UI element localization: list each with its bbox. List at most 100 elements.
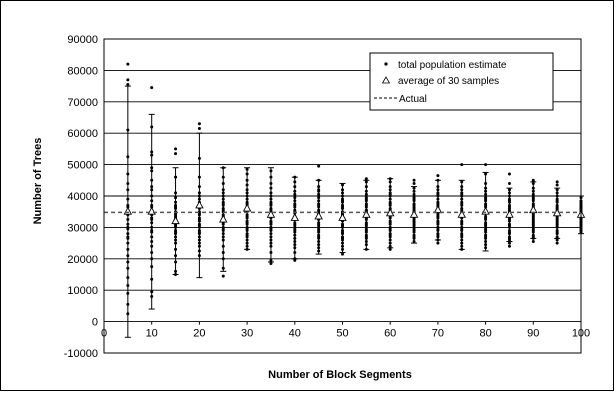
- estimate-point: [221, 244, 225, 248]
- estimate-point: [341, 205, 344, 209]
- estimate-point: [507, 230, 511, 234]
- average-marker: [266, 209, 276, 218]
- estimate-point: [555, 188, 559, 192]
- estimate-point: [221, 238, 225, 242]
- estimate-point: [269, 186, 273, 190]
- plot-area-border: [103, 38, 582, 354]
- estimate-point: [460, 180, 464, 184]
- estimate-point: [364, 243, 368, 247]
- estimate-point: [245, 221, 249, 225]
- average-marker: [242, 203, 252, 212]
- average-marker: [362, 209, 371, 218]
- legend-estimate-marker: [384, 62, 388, 66]
- estimate-point: [507, 205, 511, 209]
- estimate-point: [197, 185, 201, 189]
- estimate-point: [126, 188, 130, 192]
- estimate-point: [388, 177, 392, 181]
- estimate-point: [412, 181, 416, 185]
- estimate-point: [126, 62, 130, 66]
- estimate-point: [317, 192, 321, 196]
- estimate-point: [412, 240, 416, 244]
- estimate-point: [436, 188, 440, 192]
- estimate-point: [245, 241, 249, 245]
- estimate-point: [150, 294, 154, 298]
- estimate-point: [436, 214, 440, 218]
- estimate-point: [317, 199, 321, 203]
- estimate-point: [436, 174, 440, 178]
- estimate-point: [221, 257, 225, 261]
- estimate-point: [150, 218, 154, 222]
- estimate-point: [245, 191, 249, 195]
- estimate-point: [412, 207, 416, 211]
- y-tick-label: 20000: [67, 254, 98, 266]
- estimate-point: [126, 181, 130, 185]
- estimate-point: [341, 247, 344, 251]
- estimate-point: [126, 266, 130, 270]
- estimate-point: [388, 233, 392, 237]
- estimate-point: [341, 230, 344, 234]
- estimate-point: [269, 238, 273, 242]
- estimate-point: [197, 235, 201, 239]
- estimate-point: [269, 191, 273, 195]
- average-marker: [290, 213, 300, 221]
- estimate-point: [245, 172, 249, 176]
- estimate-point: [269, 221, 273, 225]
- estimate-point: [197, 238, 201, 242]
- estimate-point: [269, 235, 273, 239]
- estimate-point: [293, 246, 297, 250]
- y-tick-label: 60000: [67, 128, 98, 140]
- estimate-point: [150, 166, 154, 170]
- estimate-point: [126, 302, 130, 306]
- estimate-point: [221, 191, 225, 195]
- estimate-point: [150, 244, 154, 248]
- estimate-point: [484, 222, 488, 226]
- estimate-point: [341, 252, 344, 256]
- estimate-point: [126, 155, 130, 159]
- estimate-point: [460, 197, 464, 201]
- estimate-point: [436, 178, 440, 182]
- estimate-point: [436, 238, 440, 242]
- estimate-point: [460, 163, 464, 167]
- average-marker: [171, 216, 180, 225]
- estimate-point: [197, 254, 201, 258]
- estimate-point: [150, 225, 154, 229]
- estimate-point: [317, 240, 321, 244]
- x-tick-label: 70: [432, 328, 444, 340]
- estimate-point: [269, 244, 273, 248]
- estimate-point: [293, 236, 297, 240]
- estimate-point: [484, 203, 488, 207]
- estimate-point: [293, 196, 297, 200]
- estimate-point: [388, 247, 392, 251]
- estimate-point: [293, 189, 297, 193]
- estimate-point: [197, 194, 201, 198]
- estimate-point: [507, 236, 511, 240]
- estimate-point: [174, 247, 178, 251]
- estimate-point: [245, 214, 249, 218]
- y-tick-label: 30000: [67, 222, 98, 234]
- estimate-point: [388, 188, 392, 192]
- y-tick-label: 70000: [67, 97, 98, 109]
- y-tick-label: 40000: [67, 191, 98, 203]
- estimate-point: [126, 283, 130, 287]
- average-marker: [409, 209, 419, 218]
- estimate-point: [460, 238, 464, 242]
- estimate-point: [221, 232, 225, 236]
- estimate-point: [126, 247, 130, 251]
- estimate-point: [460, 185, 464, 189]
- estimate-point: [221, 266, 225, 270]
- estimate-point: [174, 260, 178, 264]
- estimate-point: [507, 244, 511, 248]
- estimate-point: [293, 251, 297, 255]
- estimate-point: [269, 175, 273, 179]
- average-marker: [433, 205, 443, 214]
- estimate-point: [531, 192, 535, 196]
- estimate-point: [269, 232, 273, 236]
- estimate-point: [484, 192, 488, 196]
- estimate-point: [150, 125, 154, 129]
- estimate-point: [484, 197, 488, 201]
- average-marker: [218, 214, 228, 223]
- estimate-point: [507, 181, 511, 185]
- estimate-point: [150, 188, 154, 192]
- estimate-point: [269, 197, 273, 201]
- estimate-point: [245, 244, 249, 248]
